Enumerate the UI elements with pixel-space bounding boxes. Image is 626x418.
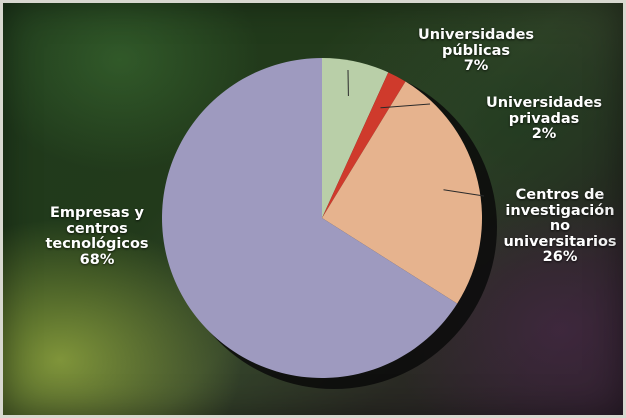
label-line: centros	[66, 220, 128, 237]
percent-label: 2%	[531, 126, 557, 142]
label-empresas: Empresas y centros tecnológicos 68%	[36, 205, 158, 268]
percent-label: 7%	[463, 58, 489, 74]
label-line: investigación	[505, 202, 615, 219]
label-universidades-publicas: Universidades públicas 7%	[412, 27, 540, 75]
label-line: no	[549, 218, 571, 234]
leader-line	[443, 189, 485, 197]
percent-label: 68%	[79, 251, 115, 268]
leader-line	[380, 103, 431, 109]
label-line: Universidades	[417, 27, 535, 43]
slice-centros-investigacion	[322, 81, 483, 304]
slice-universidades-privadas	[322, 72, 406, 219]
percent-label: 26%	[542, 249, 578, 265]
label-line: tecnológicos	[45, 236, 149, 252]
label-universidades-privadas: Universidades privadas 2%	[480, 95, 608, 143]
label-line: Universidades	[485, 95, 603, 111]
label-line: Centros de	[515, 187, 605, 203]
label-line: universitarios	[503, 233, 617, 250]
label-line: privadas	[508, 110, 580, 127]
slice-universidades-publicas	[322, 58, 389, 218]
label-line: públicas	[441, 42, 511, 59]
label-line: Empresas y	[50, 205, 144, 221]
label-centros-investigacion: Centros de investigación no universitari…	[494, 187, 626, 266]
slice-empresas	[162, 58, 458, 379]
